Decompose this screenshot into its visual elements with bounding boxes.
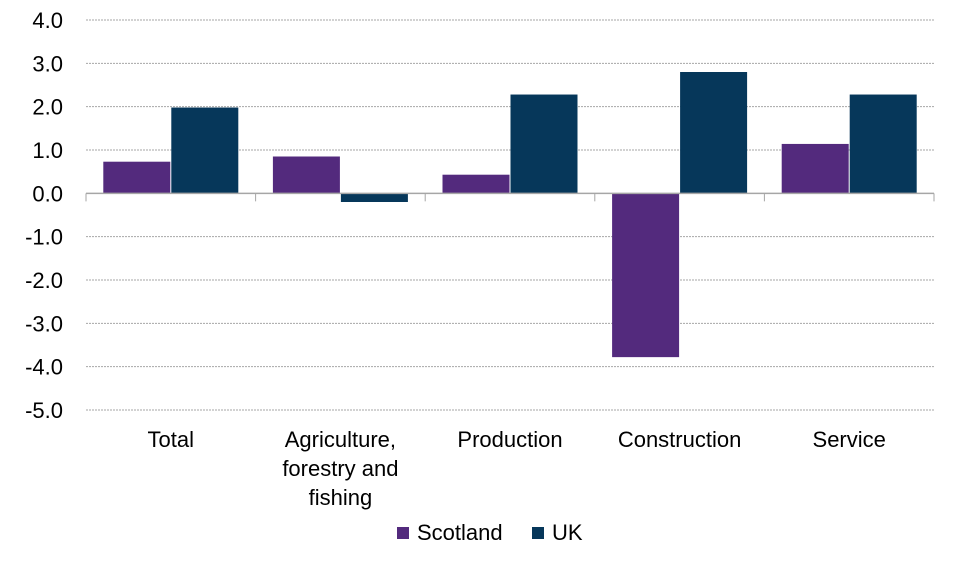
bar-uk-0	[171, 107, 239, 194]
legend-label-uk: UK	[552, 520, 583, 545]
bar-scotland-4	[781, 143, 849, 194]
legend-label-scotland: Scotland	[417, 520, 503, 545]
bar-scotland-3	[612, 193, 680, 358]
category-label: Service	[813, 427, 886, 452]
gridlines	[86, 19, 934, 411]
y-tick-label: -2.0	[25, 268, 63, 293]
bar-uk-4	[849, 94, 917, 194]
y-tick-label: 3.0	[32, 51, 63, 76]
category-label: Construction	[618, 427, 742, 452]
legend: Scotland UK	[397, 520, 583, 545]
bar-uk-1	[340, 193, 408, 202]
y-tick-label: 2.0	[32, 95, 63, 120]
category-label: Agriculture,	[285, 427, 396, 452]
bar-scotland-2	[442, 174, 510, 194]
category-label: forestry and	[282, 456, 398, 481]
y-tick-label: -1.0	[25, 225, 63, 250]
bar-scotland-1	[272, 156, 340, 194]
category-label: Total	[148, 427, 194, 452]
y-tick-label: 4.0	[32, 8, 63, 33]
y-tick-label: 1.0	[32, 138, 63, 163]
bar-scotland-0	[103, 161, 171, 194]
y-tick-label: -3.0	[25, 311, 63, 336]
bar-uk-3	[680, 72, 748, 194]
category-labels: Total Agriculture, forestry and fishing Prod…	[148, 427, 886, 510]
y-axis-tick-labels: 4.0 3.0 2.0 1.0 0.0 -1.0 -2.0 -3.0 -4.0 -5.0	[25, 8, 63, 423]
legend-swatch-uk	[532, 527, 544, 539]
category-label: fishing	[309, 485, 373, 510]
bar-uk-2	[510, 94, 578, 194]
y-tick-label: -4.0	[25, 355, 63, 380]
category-label: Production	[457, 427, 562, 452]
legend-swatch-scotland	[397, 527, 409, 539]
bars	[103, 72, 917, 358]
y-tick-label: 0.0	[32, 181, 63, 206]
y-tick-label: -5.0	[25, 398, 63, 423]
x-axis	[85, 192, 935, 202]
